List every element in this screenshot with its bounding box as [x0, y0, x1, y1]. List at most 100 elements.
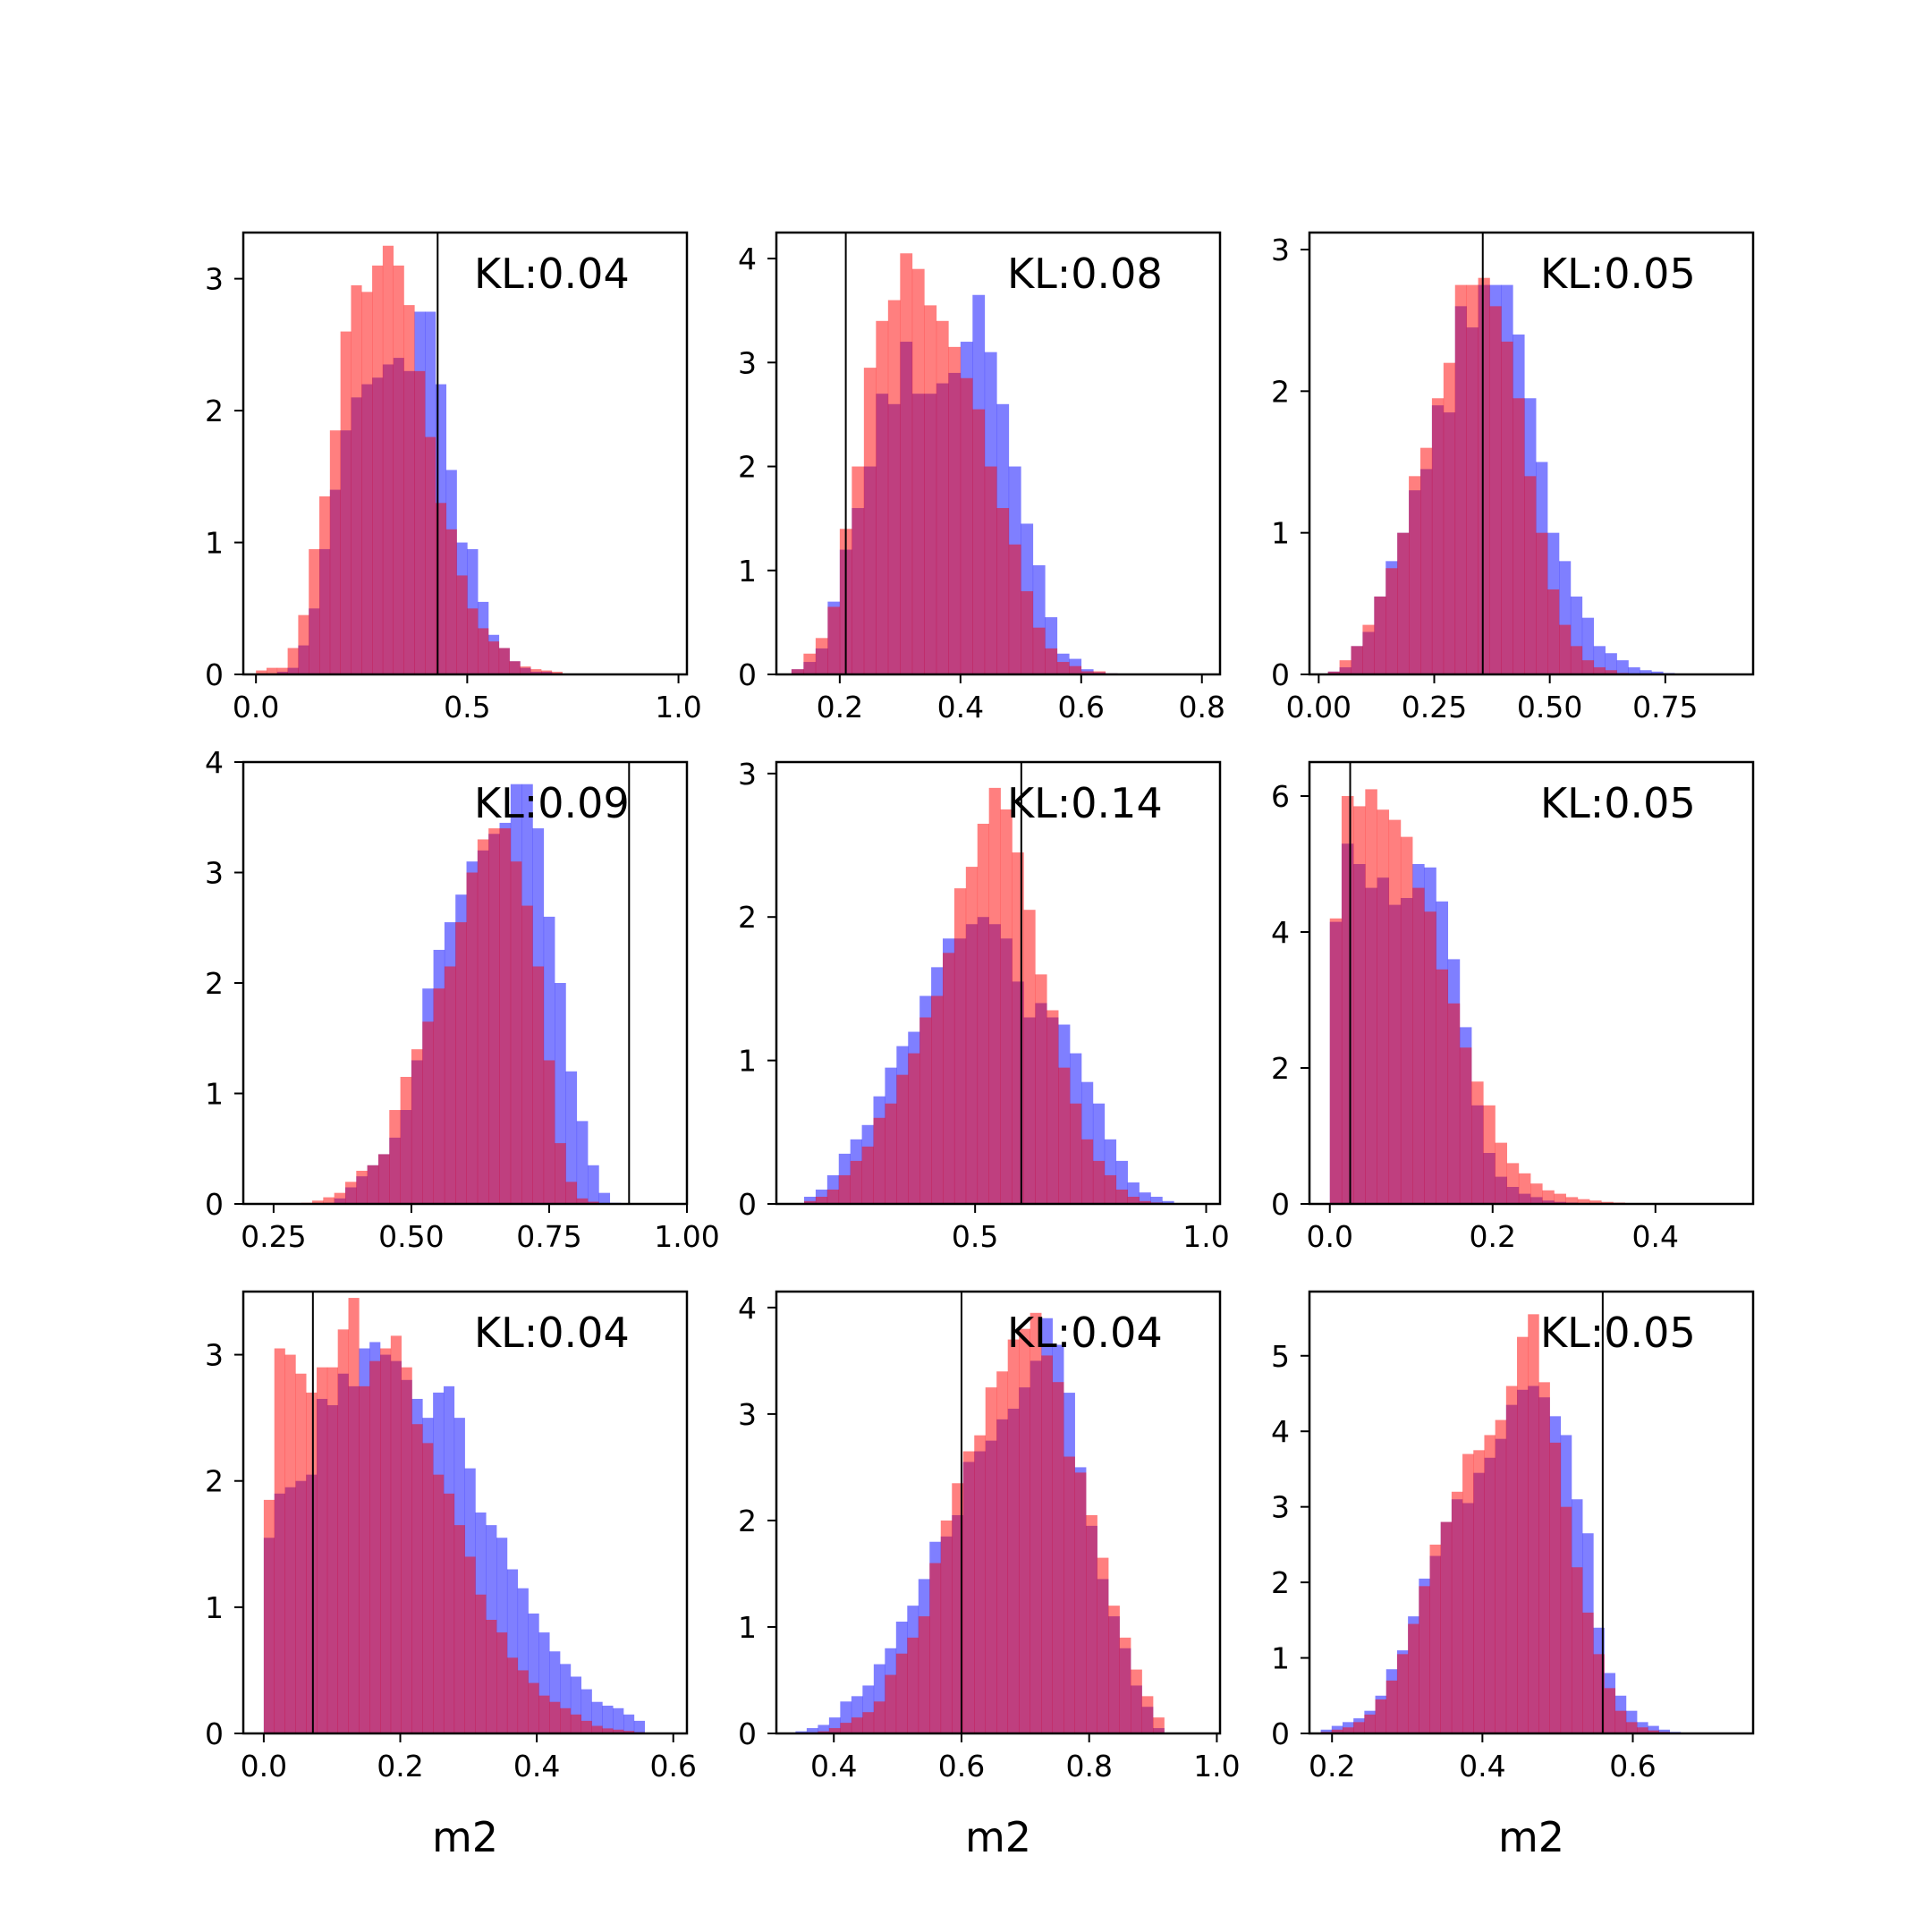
histogram-bar	[1353, 1722, 1365, 1733]
x-tick-label: 0.2	[1309, 1749, 1355, 1784]
histogram-bar	[1000, 809, 1013, 1204]
histogram-bar	[1577, 1199, 1590, 1204]
histogram-bar	[323, 1197, 335, 1204]
histogram-bar	[1554, 1193, 1566, 1204]
kl-annotation: KL:0.04	[474, 1309, 630, 1357]
histogram-bar	[1046, 1010, 1059, 1204]
subplot-3: 0.00 0.25 0.50 0.75 0 1 2 3 KL:0.05	[1271, 231, 1755, 724]
x-tick-label: 1.00	[654, 1219, 719, 1254]
y-tick-label: 2	[205, 394, 224, 428]
x-tick-label: 0.2	[1470, 1219, 1516, 1254]
histogram-bar	[1141, 1696, 1154, 1733]
subplot-2: 0.2 0.4 0.6 0.8 0 1 2 3 4 KL:0.08	[738, 231, 1225, 724]
y-tick-label: 3	[1271, 1490, 1290, 1525]
series-2	[1329, 789, 1638, 1204]
x-tick-label: 0.2	[377, 1749, 423, 1784]
histogram-bar	[555, 1143, 566, 1204]
histogram-bar	[334, 1192, 346, 1204]
histogram-bar	[538, 1695, 550, 1733]
histogram-bar	[287, 648, 299, 674]
axes-frame	[775, 231, 1222, 676]
histogram-bar	[312, 1200, 324, 1204]
histogram-bar	[1408, 1623, 1419, 1733]
x-tick-label: 0.0	[233, 690, 279, 724]
histogram-bar	[1409, 476, 1421, 674]
histogram-bar	[1616, 660, 1629, 674]
histogram-bar	[1374, 596, 1386, 674]
histogram-bar	[929, 1563, 942, 1733]
histogram-bar	[1536, 532, 1548, 674]
histogram-bar	[1625, 1722, 1638, 1733]
histogram-bar	[422, 1443, 434, 1733]
histogram-bar	[1021, 591, 1034, 674]
histogram-bar	[319, 496, 331, 674]
kl-annotation: KL:0.08	[1007, 250, 1163, 298]
histogram-bar	[1331, 1729, 1343, 1733]
series-2	[804, 787, 1163, 1204]
kl-annotation: KL:0.05	[1540, 1309, 1696, 1357]
histogram-bar	[1648, 1730, 1659, 1733]
x-tick-label: 0.5	[444, 690, 490, 724]
y-tick-label: 0	[738, 1187, 757, 1222]
histogram-bar	[1327, 671, 1340, 674]
histogram-bar	[804, 1200, 817, 1204]
histogram-bar	[455, 922, 467, 1204]
histogram-bar	[506, 1657, 519, 1733]
histogram-bar	[931, 996, 944, 1204]
x-tick-label: 0.0	[1307, 1219, 1353, 1254]
histogram-bar	[1032, 627, 1046, 674]
histogram-bar	[356, 1170, 368, 1204]
histogram-bar	[1092, 1160, 1106, 1204]
y-tick-label: 0	[205, 657, 224, 692]
histogram-bar	[486, 1619, 497, 1733]
histogram-bar	[1483, 1105, 1496, 1204]
histogram-bar	[477, 839, 489, 1204]
histogram-bar	[1008, 544, 1021, 674]
histogram-bar	[411, 1424, 423, 1733]
x-tick-label: 0.5	[952, 1219, 998, 1254]
histogram-bar	[1478, 277, 1490, 674]
y-tick-label: 2	[738, 1504, 757, 1538]
histogram-bar	[873, 1701, 886, 1733]
histogram-bar	[445, 529, 457, 674]
axes-frame	[1308, 1290, 1755, 1735]
histogram-bar	[422, 1021, 434, 1204]
histogram-bar	[348, 1298, 360, 1733]
y-tick-label: 3	[205, 262, 224, 297]
histogram-bar	[510, 861, 522, 1204]
histogram-bar	[826, 1189, 840, 1204]
histogram-bar	[1447, 1003, 1461, 1204]
histogram-bar	[943, 953, 955, 1204]
histogram-bar	[340, 331, 352, 674]
y-tick-label: 2	[205, 1464, 224, 1499]
series-2	[806, 1312, 1165, 1733]
histogram-bar	[263, 1499, 275, 1733]
histogram-bar	[885, 1103, 897, 1204]
histogram-bar	[306, 1392, 318, 1733]
histogram-bar	[896, 1074, 909, 1204]
histogram-bar	[344, 1182, 357, 1204]
series-2	[301, 828, 599, 1204]
histogram-bar	[1320, 1729, 1333, 1733]
histogram-bar	[974, 1435, 987, 1733]
y-tick-label: 4	[1271, 915, 1290, 950]
y-tick-label: 3	[205, 856, 224, 891]
y-tick-label: 6	[1271, 779, 1290, 814]
y-tick-label: 5	[1271, 1339, 1290, 1374]
histogram-bar	[960, 377, 973, 674]
histogram-bar	[1329, 918, 1343, 1204]
histogram-bar	[401, 1367, 412, 1733]
histogram-bar	[1086, 1514, 1097, 1733]
histogram-bar	[940, 1520, 953, 1733]
y-tick-label: 0	[1271, 657, 1290, 692]
histogram-bar	[936, 320, 949, 674]
x-tick-label: 0.4	[810, 1749, 857, 1784]
histogram-bar	[487, 641, 500, 674]
histogram-bar	[1505, 1385, 1518, 1733]
histogram-bar	[1052, 1382, 1064, 1733]
histogram-bar	[576, 1121, 589, 1204]
histogram-bar	[1593, 1654, 1605, 1733]
histogram-bar	[326, 1367, 338, 1733]
x-axis-label: m2	[1498, 1813, 1564, 1861]
x-tick-label: 0.8	[1179, 690, 1225, 724]
